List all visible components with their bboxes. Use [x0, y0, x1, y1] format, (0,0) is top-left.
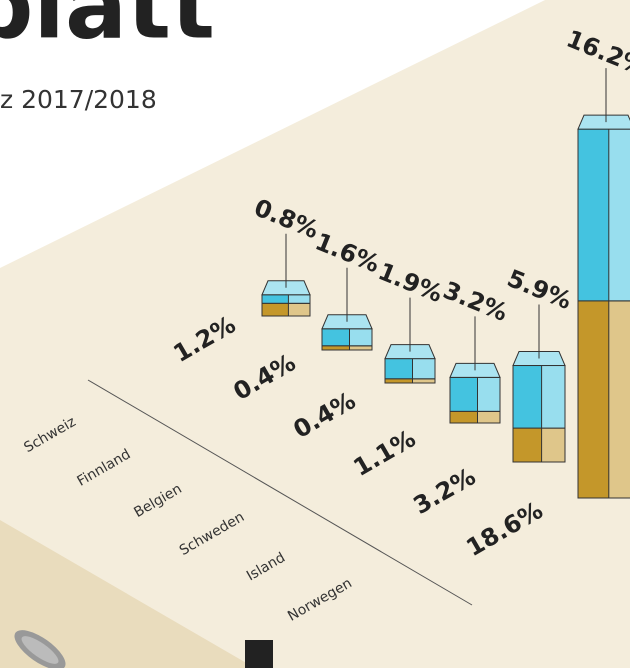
bar-side: [609, 301, 630, 498]
bar-side: [350, 346, 373, 350]
bar-side: [288, 303, 310, 316]
bar-top: [578, 115, 630, 129]
bar-side: [478, 377, 501, 411]
chart-subtitle: z 2017/2018: [0, 85, 157, 114]
bar-side: [413, 359, 436, 379]
bar-side: [609, 129, 630, 301]
bar-side: [413, 379, 436, 383]
bar-side: [542, 428, 565, 462]
chart: blatt z 2017/2018 0.8%1.2%Schweiz1.6%0.4…: [0, 0, 630, 668]
bar-side: [350, 329, 373, 346]
bar-side: [288, 295, 310, 303]
bar-side: [478, 411, 501, 423]
bar-side: [542, 366, 565, 429]
chart-title: blatt: [0, 0, 215, 59]
